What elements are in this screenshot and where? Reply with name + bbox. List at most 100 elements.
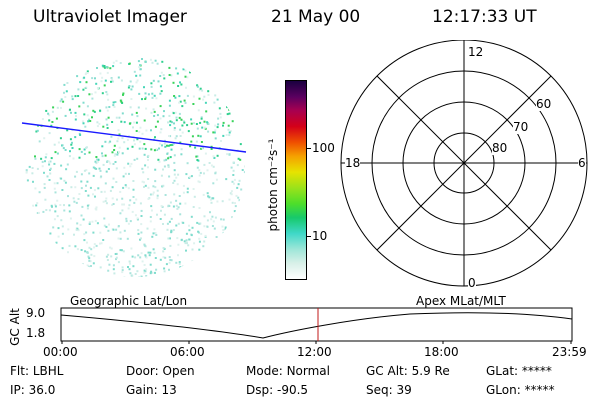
status-door: Door: Open xyxy=(126,364,195,378)
speckle xyxy=(109,67,112,70)
speckle xyxy=(121,203,124,206)
speckle xyxy=(154,271,156,274)
speckle xyxy=(89,120,92,122)
speckle xyxy=(85,86,88,89)
speckle xyxy=(66,82,69,84)
speckle xyxy=(173,179,176,182)
speckle xyxy=(197,180,200,183)
speckle xyxy=(199,87,202,90)
speckle xyxy=(99,109,102,112)
speckle xyxy=(109,246,112,249)
speckle xyxy=(136,79,139,82)
speckle xyxy=(168,99,171,102)
speckle xyxy=(157,158,160,161)
speckle xyxy=(57,235,60,238)
speckle xyxy=(237,196,240,199)
speckle xyxy=(153,110,156,113)
speckle xyxy=(160,209,162,212)
speckle xyxy=(78,156,81,159)
speckle xyxy=(175,261,178,264)
speckle xyxy=(126,237,129,240)
speckle xyxy=(236,186,239,189)
speckle xyxy=(63,179,66,182)
speckle xyxy=(92,262,95,265)
speckle xyxy=(212,220,215,223)
speckle xyxy=(201,89,204,92)
speckle xyxy=(104,140,107,143)
speckle xyxy=(213,156,216,159)
speckle xyxy=(116,198,118,201)
instrument-title: Ultraviolet Imager xyxy=(33,7,187,27)
speckle xyxy=(48,132,51,135)
speckle xyxy=(141,132,144,135)
speckle xyxy=(177,243,180,246)
speckle xyxy=(85,169,88,172)
speckle xyxy=(156,194,159,197)
speckle xyxy=(105,170,108,173)
speckle xyxy=(141,276,143,277)
speckle xyxy=(65,90,68,93)
speckle xyxy=(228,134,231,137)
speckle xyxy=(127,222,130,225)
speckle xyxy=(70,143,73,146)
speckle xyxy=(78,193,81,195)
speckle xyxy=(106,93,109,96)
speckle xyxy=(112,203,115,205)
speckle xyxy=(117,129,120,132)
speckle xyxy=(196,85,199,88)
speckle xyxy=(118,146,121,149)
speckle xyxy=(224,228,227,231)
speckle xyxy=(129,122,132,125)
speckle xyxy=(99,266,102,269)
speckle xyxy=(203,225,206,228)
speckle xyxy=(219,116,222,119)
speckle xyxy=(234,205,237,208)
speckle xyxy=(178,116,181,119)
speckle xyxy=(119,190,122,193)
speckle xyxy=(170,231,173,234)
speckle xyxy=(81,263,84,265)
speckle xyxy=(182,191,185,194)
speckle xyxy=(123,141,126,144)
speckle xyxy=(75,115,77,117)
speckle xyxy=(185,173,188,176)
speckle xyxy=(190,122,193,125)
speckle xyxy=(228,131,231,134)
speckle xyxy=(115,116,118,119)
speckle xyxy=(186,94,189,97)
speckle xyxy=(170,148,173,151)
speckle xyxy=(88,221,91,224)
speckle xyxy=(53,182,56,185)
x-tick-1800: 18:00 xyxy=(424,345,459,359)
speckle xyxy=(109,140,112,143)
speckle xyxy=(48,179,51,181)
speckle xyxy=(115,258,117,261)
speckle xyxy=(160,205,163,207)
speckle xyxy=(56,106,59,109)
speckle xyxy=(162,74,165,77)
speckle xyxy=(169,244,172,247)
speckle xyxy=(126,147,129,150)
speckle xyxy=(149,251,152,254)
speckle xyxy=(143,264,146,266)
speckle xyxy=(107,253,110,256)
speckle xyxy=(103,66,106,69)
speckle xyxy=(153,94,156,97)
speckle xyxy=(74,111,77,114)
speckle xyxy=(55,241,58,244)
speckle xyxy=(129,220,132,223)
speckle xyxy=(213,101,216,104)
speckle xyxy=(189,71,191,74)
speckle xyxy=(162,256,165,259)
speckle xyxy=(121,102,124,104)
speckle xyxy=(183,99,186,102)
speckle xyxy=(199,135,202,138)
speckle xyxy=(136,157,139,160)
speckle xyxy=(100,190,103,193)
speckle xyxy=(144,92,147,95)
speckle xyxy=(135,111,138,114)
speckle xyxy=(169,135,172,138)
speckle xyxy=(95,206,98,209)
speckle xyxy=(206,225,209,228)
speckle xyxy=(86,241,88,244)
